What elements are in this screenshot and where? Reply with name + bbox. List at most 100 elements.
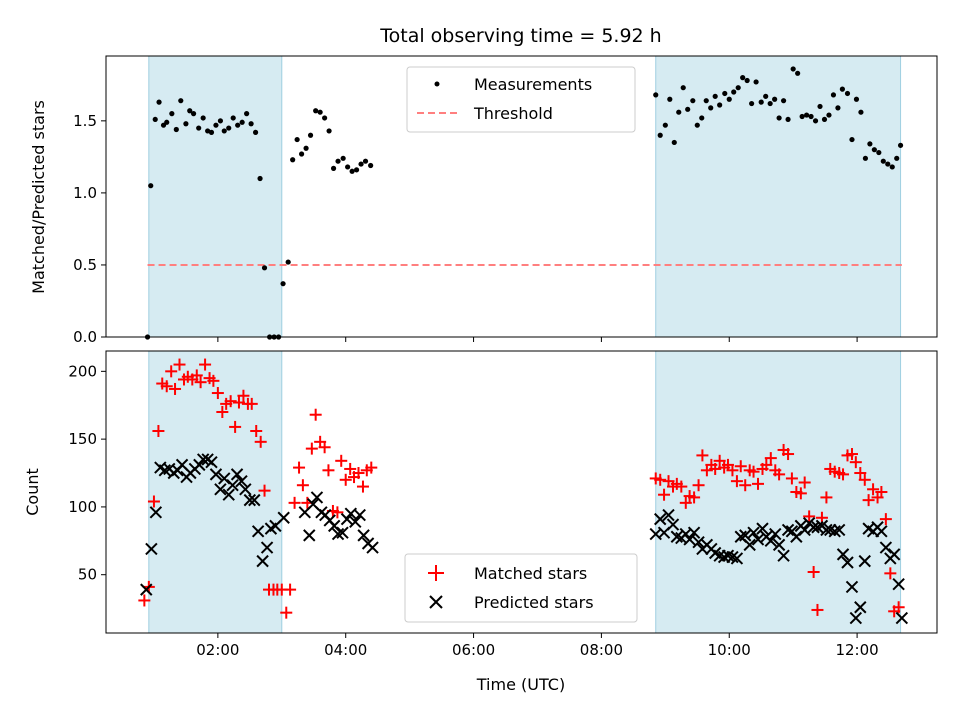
predicted-star-point: [193, 458, 206, 472]
measurement-point: [200, 115, 206, 121]
matched-star-point: [318, 441, 331, 454]
matched-star-point: [734, 460, 747, 473]
shaded-span-0: [148, 55, 283, 338]
matched-star-point: [764, 452, 777, 465]
matched-star-point: [173, 358, 186, 371]
predicted-star-point: [764, 534, 778, 548]
shaded-span-1: [655, 350, 902, 634]
x-tick-label: 10:00: [708, 641, 751, 659]
predicted-star-point: [841, 556, 854, 569]
measurement-point: [708, 105, 714, 111]
predicted-star-point: [769, 527, 782, 541]
measurement-point: [217, 118, 224, 124]
top-x-ticks: [217, 337, 858, 342]
measurement-point: [885, 161, 891, 167]
matched-star-point: [147, 495, 160, 508]
matched-star-point: [160, 380, 173, 393]
matched-star-point: [867, 483, 880, 496]
matched-star-point: [845, 448, 858, 461]
predicted-star-point: [849, 611, 863, 625]
measurement-point: [694, 122, 700, 128]
predicted-star-point: [327, 519, 341, 533]
measurement-point: [785, 116, 791, 123]
predicted-star-point: [790, 530, 803, 543]
shaded-span-1: [655, 55, 902, 338]
measurement-point: [662, 122, 668, 128]
matched-star-point: [335, 454, 348, 467]
matched-stars-series: [138, 358, 905, 619]
measurement-point: [744, 77, 750, 84]
measurement-point: [853, 96, 860, 102]
predicted-star-point: [828, 525, 841, 538]
matched-star-point: [224, 395, 237, 408]
measurement-point: [740, 75, 746, 81]
matched-star-point: [258, 484, 271, 497]
measurement-point: [221, 128, 227, 134]
measurement-point: [717, 102, 723, 108]
predicted-star-point: [692, 535, 705, 549]
measurement-point: [835, 105, 841, 111]
measurement-point: [169, 111, 175, 117]
matched-star-point: [365, 461, 378, 474]
measurement-point: [244, 111, 250, 117]
matched-star-point: [892, 601, 905, 614]
top-legend-box: [406, 66, 636, 133]
predicted-star-point: [756, 522, 769, 535]
measurement-point: [699, 115, 705, 121]
matched-star-point: [199, 358, 212, 371]
measurement-point: [826, 112, 832, 118]
predicted-star-point: [781, 523, 795, 537]
predicted-star-point: [730, 552, 744, 565]
predicted-star-point: [845, 580, 859, 594]
measurement-point: [313, 108, 319, 114]
predicted-star-point: [349, 515, 362, 529]
predicted-star-point: [895, 611, 909, 625]
matched-star-point: [782, 448, 795, 461]
measurement-point: [680, 85, 686, 91]
measurement-point: [164, 119, 170, 125]
measurement-point: [235, 122, 241, 128]
matched-star-point: [190, 369, 203, 382]
measurement-point: [213, 122, 219, 128]
predicted-star-point: [331, 527, 345, 541]
x-tick-label: 06:00: [452, 641, 495, 659]
predicted-star-point: [248, 493, 261, 507]
measurement-point: [349, 168, 355, 174]
predicted-star-point: [205, 455, 218, 469]
measurement-point: [196, 125, 202, 131]
matched-star-point: [232, 396, 245, 409]
measurement-point: [876, 149, 882, 156]
legend-predicted-label: Predicted stars: [474, 593, 594, 612]
predicted-star-point: [209, 468, 223, 481]
y-tick-label: 0.0: [73, 328, 97, 346]
measurement-point: [808, 113, 814, 120]
matched-star-point: [305, 442, 318, 455]
measurement-point: [362, 158, 369, 164]
measurement-point: [726, 96, 732, 102]
matched-star-point: [309, 408, 322, 421]
matched-star-point: [658, 488, 671, 501]
matched-star-point: [696, 449, 709, 462]
measurement-point: [735, 85, 741, 91]
measurement-point: [858, 109, 864, 115]
measurement-point: [767, 100, 773, 107]
predicted-star-point: [683, 533, 696, 546]
measurement-point: [803, 112, 810, 118]
x-tick-label: 08:00: [580, 641, 623, 659]
measurement-point: [285, 259, 291, 265]
chart-title: Total observing time = 5.92 h: [379, 25, 661, 47]
measurement-point: [776, 115, 782, 121]
legend-threshold-label: Threshold: [473, 104, 553, 123]
measurement-point: [772, 96, 778, 102]
predicted-star-point: [218, 472, 231, 485]
measurement-point: [763, 93, 769, 99]
predicted-star-point: [670, 530, 684, 543]
matched-star-point: [207, 374, 220, 387]
bottom-shaded-spans: [148, 350, 902, 634]
matched-star-point: [152, 424, 165, 437]
measurement-point: [335, 158, 341, 164]
matched-star-point: [773, 468, 786, 481]
measurement-point: [257, 175, 263, 182]
predicted-star-point: [751, 533, 765, 546]
measurement-point: [322, 115, 328, 121]
